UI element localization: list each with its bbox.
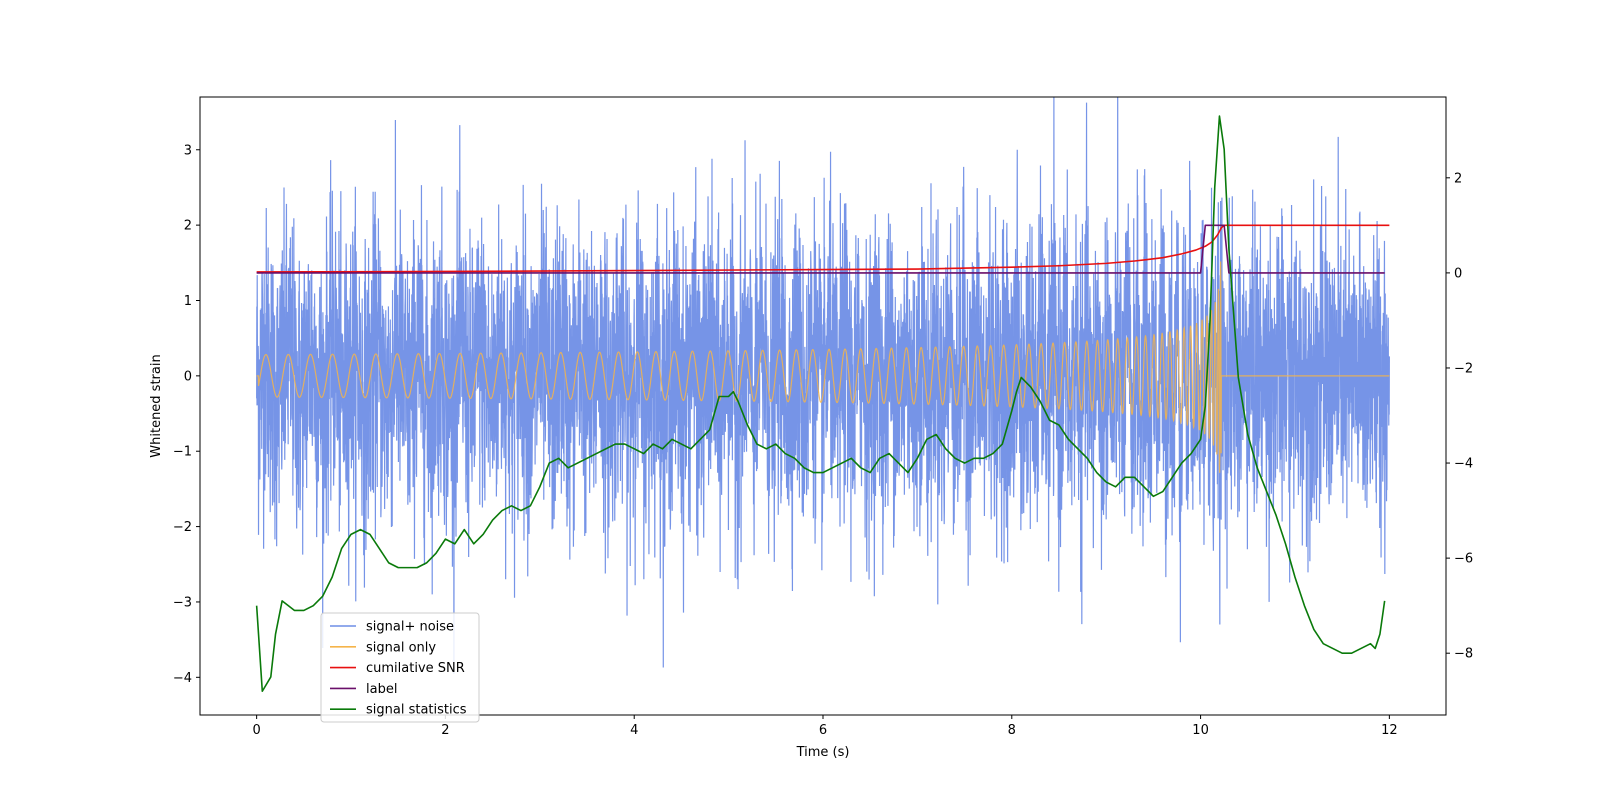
series-signal-noise [256, 97, 1390, 674]
x-tick-label: 6 [819, 723, 827, 738]
y-tick-label: 3 [184, 143, 192, 158]
x-tick-label: 8 [1008, 723, 1016, 738]
y2-tick-label: −8 [1454, 647, 1473, 662]
y-axis-label: Whitened strain [149, 354, 164, 457]
x-tick-label: 4 [630, 723, 638, 738]
y-tick-label: −4 [173, 671, 192, 686]
x-axis-label: Time (s) [796, 745, 850, 760]
series-label [256, 224, 1385, 274]
y-tick-label: 0 [184, 369, 192, 384]
x-tick-label: 0 [252, 723, 260, 738]
y-tick-label: −1 [173, 445, 192, 460]
legend-label: cumilative SNR [366, 661, 465, 676]
legend-label: label [366, 682, 397, 697]
legend-label: signal statistics [366, 703, 467, 718]
legend-label: signal+ noise [366, 620, 454, 635]
y2-tick-label: −6 [1454, 552, 1473, 567]
legend: signal+ noise signal only cumilative SNR la… [320, 612, 480, 723]
y2-tick-label: 0 [1454, 266, 1462, 281]
y-tick-label: −3 [173, 595, 192, 610]
series-signal-only [256, 261, 1390, 473]
y-axis-right: −8 −6 −4 −2 0 2 [1446, 171, 1473, 662]
y-tick-label: −2 [173, 520, 192, 535]
x-tick-label: 2 [441, 723, 449, 738]
series-layer [255, 97, 1390, 693]
series-cumilative-snr [256, 224, 1390, 273]
y2-tick-label: 2 [1454, 171, 1462, 186]
y2-tick-label: −2 [1454, 361, 1473, 376]
x-axis: 0 2 4 6 8 10 12 [252, 715, 1398, 738]
y-tick-label: 2 [184, 219, 192, 234]
legend-label: signal only [366, 640, 436, 655]
y-tick-label: 1 [184, 294, 192, 309]
legend-box [320, 612, 480, 723]
y2-tick-label: −4 [1454, 457, 1473, 472]
series-signal-statistics [255, 115, 1386, 693]
y-axis-left: −4 −3 −2 −1 0 1 2 3 [173, 143, 200, 686]
x-tick-label: 10 [1192, 723, 1209, 738]
x-tick-label: 12 [1381, 723, 1398, 738]
